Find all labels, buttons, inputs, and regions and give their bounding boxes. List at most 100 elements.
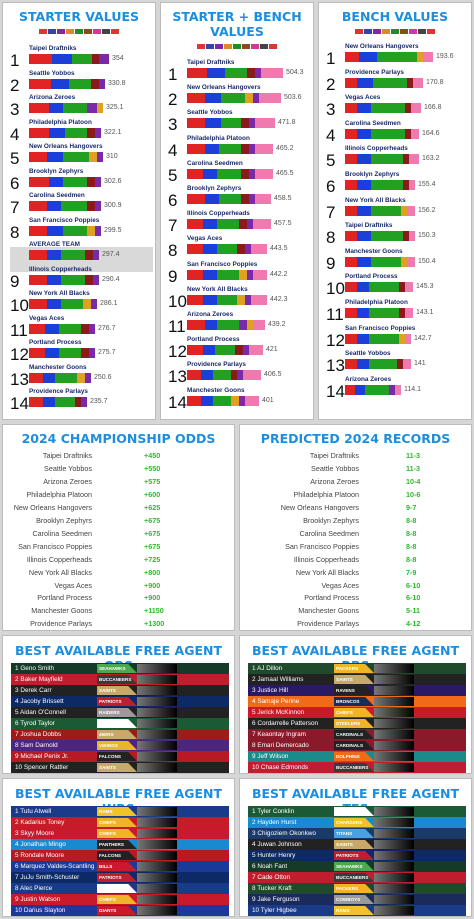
- team-name: New York All Blacks: [345, 196, 406, 204]
- value-bar: [345, 359, 411, 370]
- row-fade: [137, 818, 177, 827]
- bar-segment: [63, 225, 87, 236]
- odds-value: +450: [144, 451, 161, 460]
- team-name: New York All Blacks: [29, 290, 90, 297]
- rank-number: 8: [168, 241, 178, 261]
- bar-segment: [357, 154, 371, 165]
- team-name: Philadelphia Platoon: [26, 489, 92, 499]
- team-name: New Orleans Hangovers: [280, 502, 359, 512]
- rank-number: 7: [10, 198, 20, 217]
- record-value: 11-3: [406, 451, 420, 460]
- bar-segment: [369, 333, 399, 344]
- team-name: Vegas Aces: [187, 235, 223, 243]
- bar-segment: [245, 294, 251, 305]
- team-value: 164.6: [422, 129, 440, 137]
- team-value: 299.5: [104, 226, 122, 234]
- bar-segment: [371, 205, 401, 216]
- team-badge: SAINTS: [97, 763, 137, 772]
- team-badge: BUCCANEERS: [334, 873, 374, 882]
- rank-number: 4: [10, 124, 20, 144]
- player-name: 6 Tyrod Taylor: [15, 720, 55, 727]
- bar-segment: [215, 345, 235, 356]
- team-name: New York All Blacks: [28, 567, 92, 577]
- bar-segment: [239, 219, 247, 230]
- legend-swatch: [224, 44, 232, 49]
- bar-segment: [87, 176, 95, 187]
- team-name: Illinois Copperheads: [187, 210, 250, 218]
- bar-segment: [261, 68, 283, 78]
- team-value: 354: [112, 55, 124, 62]
- team-name: Taipei Draftniks: [42, 451, 92, 460]
- rank-number: 11: [168, 317, 186, 336]
- team-name: Taipei Draftniks: [29, 45, 77, 52]
- team-name: Seattle Yobbos: [44, 463, 92, 473]
- team-name: Seattle Yobbos: [311, 463, 359, 473]
- bar-segment: [401, 205, 407, 216]
- bar-segment: [253, 320, 265, 330]
- bar-segment: [241, 118, 249, 129]
- legend-swatch: [39, 29, 47, 34]
- bar-segment: [405, 333, 411, 344]
- player-row: PACKERS 8 Tucker Kraft: [248, 883, 466, 894]
- rank-number: 5: [168, 165, 178, 185]
- bar-segment: [89, 152, 97, 162]
- rank-number: 1: [10, 51, 20, 70]
- legend-swatch: [66, 29, 74, 34]
- legend-swatch: [75, 29, 83, 34]
- odds-value: +900: [144, 580, 161, 590]
- bar-segment: [401, 256, 407, 267]
- row-fade: [374, 873, 414, 882]
- bar-segment: [345, 384, 355, 395]
- bar-segment: [49, 103, 63, 113]
- player-row: BRONCOS 4 Samaje Perine: [248, 696, 466, 707]
- bar-segment: [187, 244, 203, 255]
- bar-segment: [187, 168, 203, 179]
- row-fade: [137, 752, 177, 761]
- rank-number: 5: [326, 151, 336, 171]
- legend-swatch: [111, 29, 119, 34]
- player-row: RAVENS 3 Justice Hill: [248, 685, 466, 696]
- predicted-records-panel: PREDICTED 2024 RECORDS Taipei Draftniks 1…: [239, 424, 472, 631]
- team-name: Seattle Yobbos: [345, 350, 391, 358]
- player-row: SAINTS 10 Spencer Rattler: [11, 762, 229, 773]
- team-badge-label: BUCCANEERS: [336, 875, 369, 880]
- team-badge-label: GIANTS: [99, 908, 117, 913]
- team-badge-label: CARDINALS: [336, 743, 364, 748]
- player-row: FALCONS 5 Rondale Moore: [11, 850, 229, 861]
- team-name: Carolina Seedmen: [32, 528, 92, 538]
- odds-value: +800: [144, 567, 161, 577]
- rank-number: 2: [168, 90, 178, 110]
- bar-segment: [47, 152, 63, 162]
- team-badge: SAINTS: [334, 840, 374, 849]
- bar-segment: [75, 397, 81, 407]
- team-name: Seattle Yobbos: [187, 109, 233, 117]
- bar-segment: [259, 93, 281, 104]
- player-row: CARDINALS 8 Emari Demercado: [248, 740, 466, 751]
- bar-segment: [241, 194, 249, 204]
- row-fade: [374, 829, 414, 838]
- team-badge: SAINTS: [334, 675, 374, 684]
- bar-segment: [403, 359, 411, 370]
- value-bar: [187, 345, 263, 356]
- player-name: 3 Justice Hill: [252, 687, 288, 694]
- player-row: CARDINALS 7 Keaontay Ingram: [248, 729, 466, 740]
- team-badge: CHIEFS: [97, 818, 137, 827]
- bar-segment: [92, 54, 99, 64]
- team-badge: CHIEFS: [97, 895, 137, 904]
- row-fade: [374, 730, 414, 739]
- bar-segment: [243, 345, 249, 356]
- value-bar: [187, 93, 281, 104]
- bar-segment: [29, 250, 47, 260]
- bar-segment: [203, 244, 217, 255]
- bar-segment: [255, 143, 273, 154]
- player-row: STEELERS 6 Cordarrelle Patterson: [248, 718, 466, 729]
- rank-number: 12: [168, 342, 187, 362]
- team-name: New Orleans Hangovers: [187, 84, 261, 92]
- bar-segment: [403, 180, 409, 190]
- bar-segment: [203, 269, 217, 280]
- player-name: 1 Geno Smith: [15, 665, 55, 672]
- bar-segment: [345, 77, 357, 88]
- team-value: 150.4: [418, 257, 436, 265]
- bar-segment: [345, 256, 357, 267]
- team-name: Brooklyn Zephyrs: [187, 185, 242, 192]
